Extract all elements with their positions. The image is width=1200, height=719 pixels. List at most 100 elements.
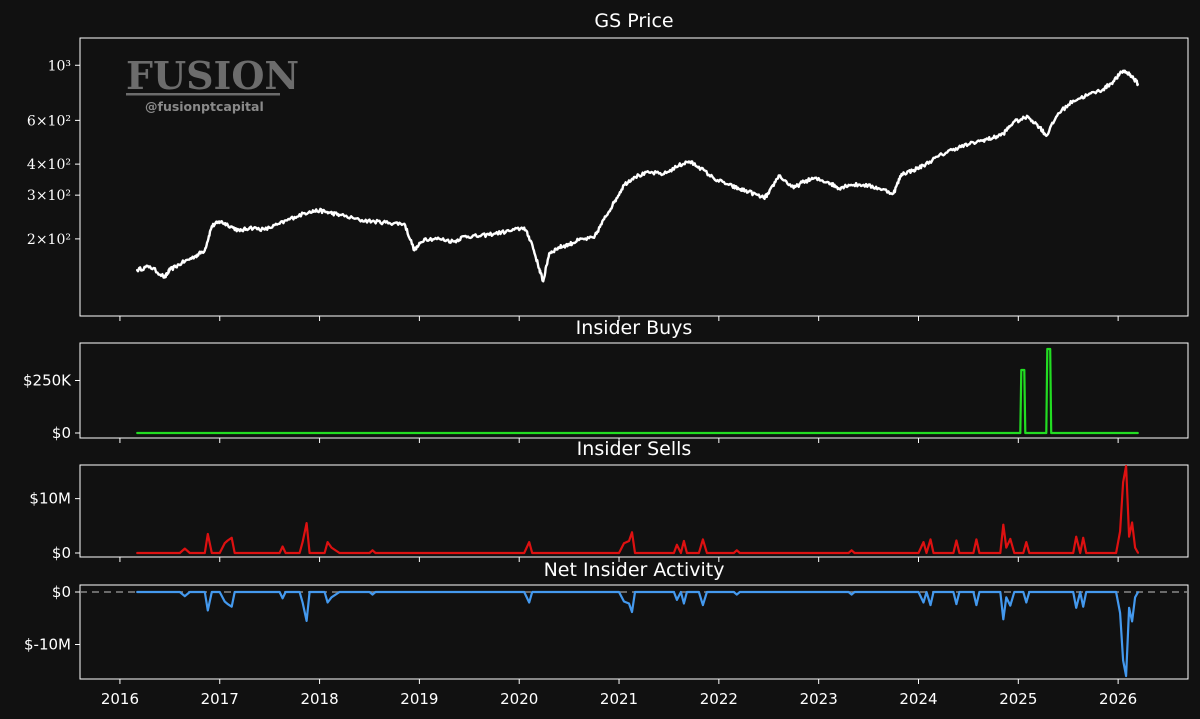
price-data-point — [727, 184, 730, 186]
price-data-point — [149, 265, 151, 268]
buys-ytick-label: $250K — [23, 372, 72, 390]
net-data-point — [188, 591, 191, 593]
sells-data-point — [278, 552, 281, 554]
x-tick-label: 2026 — [1099, 690, 1137, 708]
net-data-point — [999, 591, 1002, 593]
net-data-point — [1125, 675, 1127, 677]
sells-data-point — [673, 552, 675, 554]
price-data-point — [338, 213, 341, 216]
buys-data-point — [1050, 432, 1053, 434]
sells-data-point — [1005, 546, 1008, 549]
sells-data-point — [1022, 552, 1025, 554]
sells-data-point — [1079, 552, 1082, 554]
net-data-point — [1089, 591, 1092, 593]
price-data-point — [210, 225, 213, 228]
sells-data-point — [326, 541, 329, 543]
price-data-point — [1057, 112, 1060, 115]
net-data-point — [183, 595, 186, 598]
x-axis: 2016 2017 2018 2019 2020 2021 2022 2023 2024 2025… — [101, 690, 1137, 708]
sells-data-point — [680, 552, 682, 554]
price-data-point — [403, 222, 406, 225]
price-data-point — [578, 239, 580, 241]
sells-ytick-label: $0 — [52, 544, 71, 562]
price-data-point — [493, 232, 496, 235]
sells-data-point — [233, 552, 236, 554]
sells-data-point — [371, 549, 374, 552]
price-data-point — [1072, 99, 1075, 102]
net-data-point — [371, 593, 374, 596]
net-data-point — [917, 591, 920, 593]
buys-data-point — [136, 432, 138, 434]
price-ytick-label: 2×10² — [27, 232, 71, 248]
x-tick-label: 2023 — [800, 690, 838, 708]
sells-data-point — [1137, 552, 1139, 554]
price-data-point — [226, 223, 229, 226]
net-data-point — [1025, 601, 1028, 604]
buys-data-point — [1024, 432, 1027, 434]
price-data-point — [263, 228, 266, 231]
net-data-point — [1067, 591, 1070, 593]
insider-buys-panel: Insider Buys $0 $250K — [23, 317, 1189, 443]
net-data-point — [1131, 620, 1133, 623]
sells-data-point — [1134, 546, 1136, 549]
price-data-point — [203, 249, 206, 252]
sells-data-point — [929, 538, 932, 541]
net-insider-activity-panel: Net Insider Activity $0 $-10M — [24, 559, 1189, 684]
buys-chart-title: Insider Buys — [576, 317, 693, 339]
sells-data-point — [523, 552, 526, 554]
net-data-point — [958, 591, 961, 593]
sells-data-point — [528, 541, 531, 543]
sells-data-point — [238, 552, 241, 554]
sells-data-point — [1072, 552, 1075, 554]
net-data-point — [230, 605, 233, 608]
sells-data-point — [338, 552, 341, 554]
sells-data-point — [284, 552, 287, 554]
net-data-point — [952, 591, 955, 593]
net-data-point — [850, 593, 853, 596]
net-data-point — [955, 603, 958, 605]
sells-data-point — [698, 552, 700, 554]
sells-data-point — [531, 552, 534, 554]
net-data-point — [305, 620, 308, 622]
sells-data-point — [188, 552, 191, 554]
net-data-point — [676, 599, 678, 601]
price-data-point — [1045, 134, 1048, 137]
sells-data-point — [999, 552, 1002, 554]
price-data-point — [358, 219, 361, 222]
sells-data-point — [917, 552, 920, 554]
sells-data-point — [281, 545, 284, 548]
net-data-point — [929, 604, 932, 606]
price-ytick-label: 3×10² — [27, 188, 71, 204]
net-data-point — [618, 591, 620, 593]
sells-data-point — [218, 552, 221, 554]
price-data-point — [278, 222, 281, 225]
net-ytick-label: $0 — [52, 583, 71, 601]
buys-ytick-label: $0 — [52, 424, 71, 442]
sells-data-point — [978, 552, 981, 554]
sells-data-point — [136, 552, 138, 554]
sells-data-point — [735, 549, 738, 552]
sells-data-point — [1131, 521, 1133, 524]
net-data-point — [673, 591, 675, 593]
price-data-point — [713, 177, 715, 180]
net-data-point — [634, 591, 636, 593]
net-data-point — [1013, 591, 1016, 593]
price-data-point — [548, 252, 551, 255]
net-data-point — [136, 591, 138, 593]
net-data-point — [680, 591, 682, 593]
net-data-point — [523, 591, 526, 593]
net-data-point — [972, 591, 975, 593]
price-data-point — [762, 197, 765, 200]
price-data-point — [1012, 121, 1015, 124]
net-data-point — [308, 591, 311, 593]
sells-data-point — [1025, 541, 1028, 543]
price-data-point — [912, 169, 915, 172]
buys-data-point — [1020, 369, 1023, 371]
sells-data-point — [686, 552, 688, 554]
price-data-point — [163, 276, 166, 279]
sells-data-point — [1082, 536, 1085, 539]
net-data-point — [223, 600, 226, 603]
net-data-point — [1082, 605, 1085, 608]
sells-data-point — [1089, 552, 1092, 554]
sells-data-point — [308, 552, 311, 554]
